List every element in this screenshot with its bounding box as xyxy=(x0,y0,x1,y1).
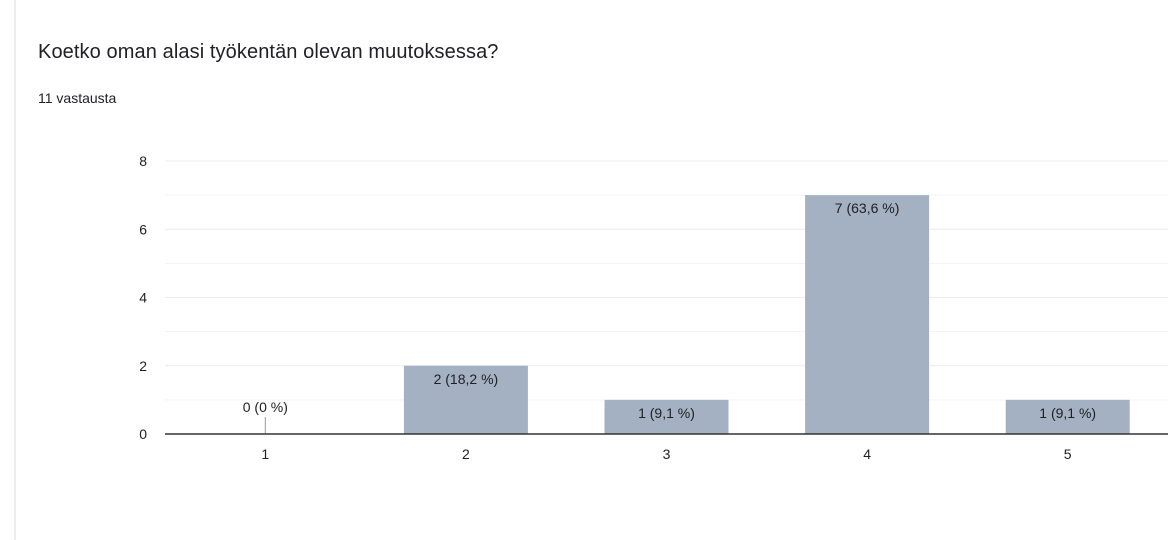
x-tick-label: 3 xyxy=(663,446,671,462)
x-tick-label: 5 xyxy=(1064,446,1072,462)
card-left-border xyxy=(14,0,16,540)
bar xyxy=(403,365,528,434)
question-title: Koetko oman alasi työkentän olevan muuto… xyxy=(38,41,499,63)
y-tick-label: 4 xyxy=(139,290,147,306)
y-tick-label: 2 xyxy=(139,358,147,374)
response-count: 11 vastausta xyxy=(38,90,117,106)
x-tick-label: 4 xyxy=(863,446,871,462)
data-label: 1 (9,1 %) xyxy=(1039,405,1096,421)
y-tick-label: 6 xyxy=(139,221,147,237)
y-tick-label: 0 xyxy=(139,426,147,442)
bar xyxy=(805,195,930,434)
data-label: 2 (18,2 %) xyxy=(434,371,499,387)
bar xyxy=(1005,399,1130,434)
data-label: 7 (63,6 %) xyxy=(835,200,900,216)
x-tick-label: 2 xyxy=(462,446,470,462)
x-tick-label: 1 xyxy=(261,446,269,462)
y-tick-label: 8 xyxy=(139,153,147,169)
bar xyxy=(604,399,729,434)
data-label: 0 (0 %) xyxy=(243,399,288,415)
data-label: 1 (9,1 %) xyxy=(638,405,695,421)
